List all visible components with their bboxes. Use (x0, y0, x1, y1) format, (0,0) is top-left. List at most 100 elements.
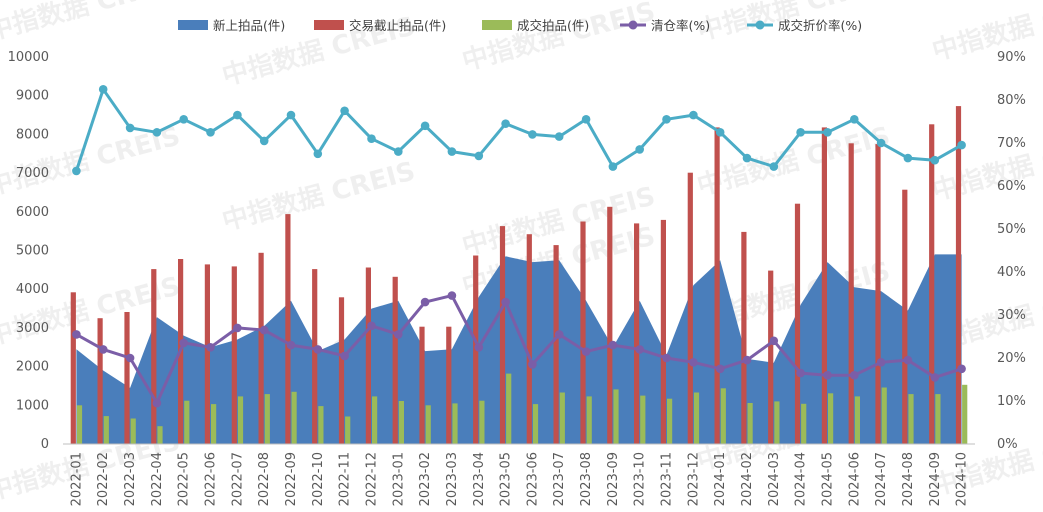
bar-closed-lots (607, 206, 613, 444)
area-series-new-listings (76, 254, 962, 444)
clearance-rate-point (850, 370, 859, 380)
left-tick-label: 0 (41, 437, 49, 452)
clearance-rate-point (340, 351, 349, 361)
discount-rate-point (742, 153, 752, 163)
discount-rate-point (125, 123, 135, 133)
bar-sold-lots (854, 396, 860, 444)
watermark-text: 中指数据 CREIS (929, 126, 1043, 206)
bar-sold-lots (667, 398, 673, 444)
clearance-rate-point (447, 291, 457, 300)
clearance-rate-point (689, 358, 698, 367)
bar-sold-lots (532, 404, 539, 444)
clearance-rate-point (233, 323, 242, 333)
left-tick-label: 10000 (8, 50, 49, 65)
line-series-clearance-rate (72, 291, 966, 408)
bar-closed-lots (714, 127, 720, 445)
discount-rate-point (152, 128, 162, 137)
x-tick-label: 2024-09 (928, 452, 943, 506)
bar-sold-lots (103, 416, 109, 444)
clearance-rate-point (957, 364, 966, 374)
bar-closed-lots (553, 245, 559, 444)
left-tick-label: 8000 (16, 127, 49, 142)
left-tick-label: 2000 (16, 360, 49, 375)
legend-marker (755, 20, 765, 30)
bar-sold-lots (76, 405, 83, 444)
x-tick-label: 2022-02 (96, 452, 111, 506)
bar-closed-lots (875, 144, 881, 444)
clearance-rate-point (662, 353, 671, 363)
discount-rate-point (715, 128, 725, 137)
clearance-rate-point (554, 330, 564, 339)
left-y-axis: 0 1000 2000 3000 4000 5000 6000 7000 8000 9000 100… (8, 50, 49, 452)
bar-closed-lots (365, 267, 371, 444)
bar-closed-lots (929, 124, 935, 445)
x-tick-label: 2022-12 (365, 452, 380, 506)
discount-rate-point (313, 149, 323, 159)
x-tick-label: 2022-10 (311, 452, 326, 506)
bar-closed-lots (392, 276, 398, 444)
x-tick-label: 2023-05 (499, 452, 514, 506)
legend-box-swatch (314, 20, 344, 30)
discount-rate-point (98, 85, 108, 94)
right-tick-label: 20% (997, 351, 1026, 366)
clearance-rate-point (394, 330, 403, 339)
x-tick-label: 2023-08 (579, 452, 594, 506)
bar-closed-lots (634, 223, 640, 444)
x-tick-label: 2022-05 (177, 452, 192, 506)
bar-closed-lots (258, 252, 264, 444)
x-tick-label: 2024-02 (740, 452, 755, 506)
watermark-text: 中指数据 CREIS (459, 0, 658, 77)
right-y-axis: 0% 10% 20% 30% 40% 50% 60% 70% 80% 90% (997, 50, 1026, 452)
x-tick-label: 2023-10 (633, 452, 648, 506)
bar-closed-lots (151, 269, 157, 444)
clearance-rate-point (179, 338, 188, 348)
right-tick-label: 0% (997, 437, 1018, 452)
x-tick-label: 2022-07 (230, 452, 245, 506)
bar-closed-lots (741, 231, 747, 444)
clearance-rate-point (125, 353, 135, 363)
discount-rate-point (528, 130, 537, 139)
bar-closed-lots (70, 292, 76, 444)
x-tick-label: 2023-06 (525, 452, 540, 506)
discount-rate-point (876, 138, 886, 148)
bar-sold-lots (425, 405, 431, 444)
bar-sold-lots (130, 418, 136, 444)
bar-sold-lots (935, 394, 941, 444)
discount-rate-point (447, 147, 457, 156)
right-tick-label: 50% (997, 222, 1026, 237)
x-tick-label: 2022-06 (204, 452, 219, 506)
clearance-rate-point (286, 340, 296, 350)
discount-rate-point (823, 128, 832, 137)
discount-rate-point (474, 151, 484, 161)
discount-rate-point (72, 166, 81, 176)
bar-closed-lots (848, 143, 854, 445)
x-tick-label: 2022-08 (257, 452, 272, 506)
watermark-text: 中指数据 CREIS (219, 156, 418, 236)
clearance-rate-point (742, 355, 752, 365)
bar-sold-lots (157, 426, 163, 444)
clearance-rate-point (206, 343, 215, 352)
discount-rate-point (769, 162, 779, 171)
x-tick-label: 2024-01 (713, 452, 728, 506)
bar-closed-lots (285, 214, 291, 444)
bar-sold-lots (211, 404, 217, 444)
discount-rate-point (635, 145, 644, 154)
bar-sold-lots (264, 394, 270, 444)
x-tick-label: 2022-04 (150, 452, 165, 506)
discount-rate-point (930, 155, 940, 165)
clearance-rate-point (528, 360, 537, 369)
bar-closed-lots (526, 234, 532, 444)
watermark-text: 中指数据 CREIS (0, 0, 183, 47)
x-tick-label: 2023-07 (552, 452, 567, 506)
bar-closed-lots (955, 106, 962, 444)
discount-rate-point (903, 153, 913, 163)
bar-sold-lots (318, 406, 324, 444)
x-tick-label: 2023-09 (606, 452, 621, 506)
bar-sold-lots (774, 401, 780, 444)
discount-rate-point (394, 147, 403, 156)
clearance-rate-point (823, 370, 832, 380)
x-tick-label: 2023-12 (686, 452, 701, 506)
series-line (74, 87, 963, 172)
legend-box-swatch (482, 20, 512, 30)
left-tick-label: 9000 (16, 89, 49, 104)
